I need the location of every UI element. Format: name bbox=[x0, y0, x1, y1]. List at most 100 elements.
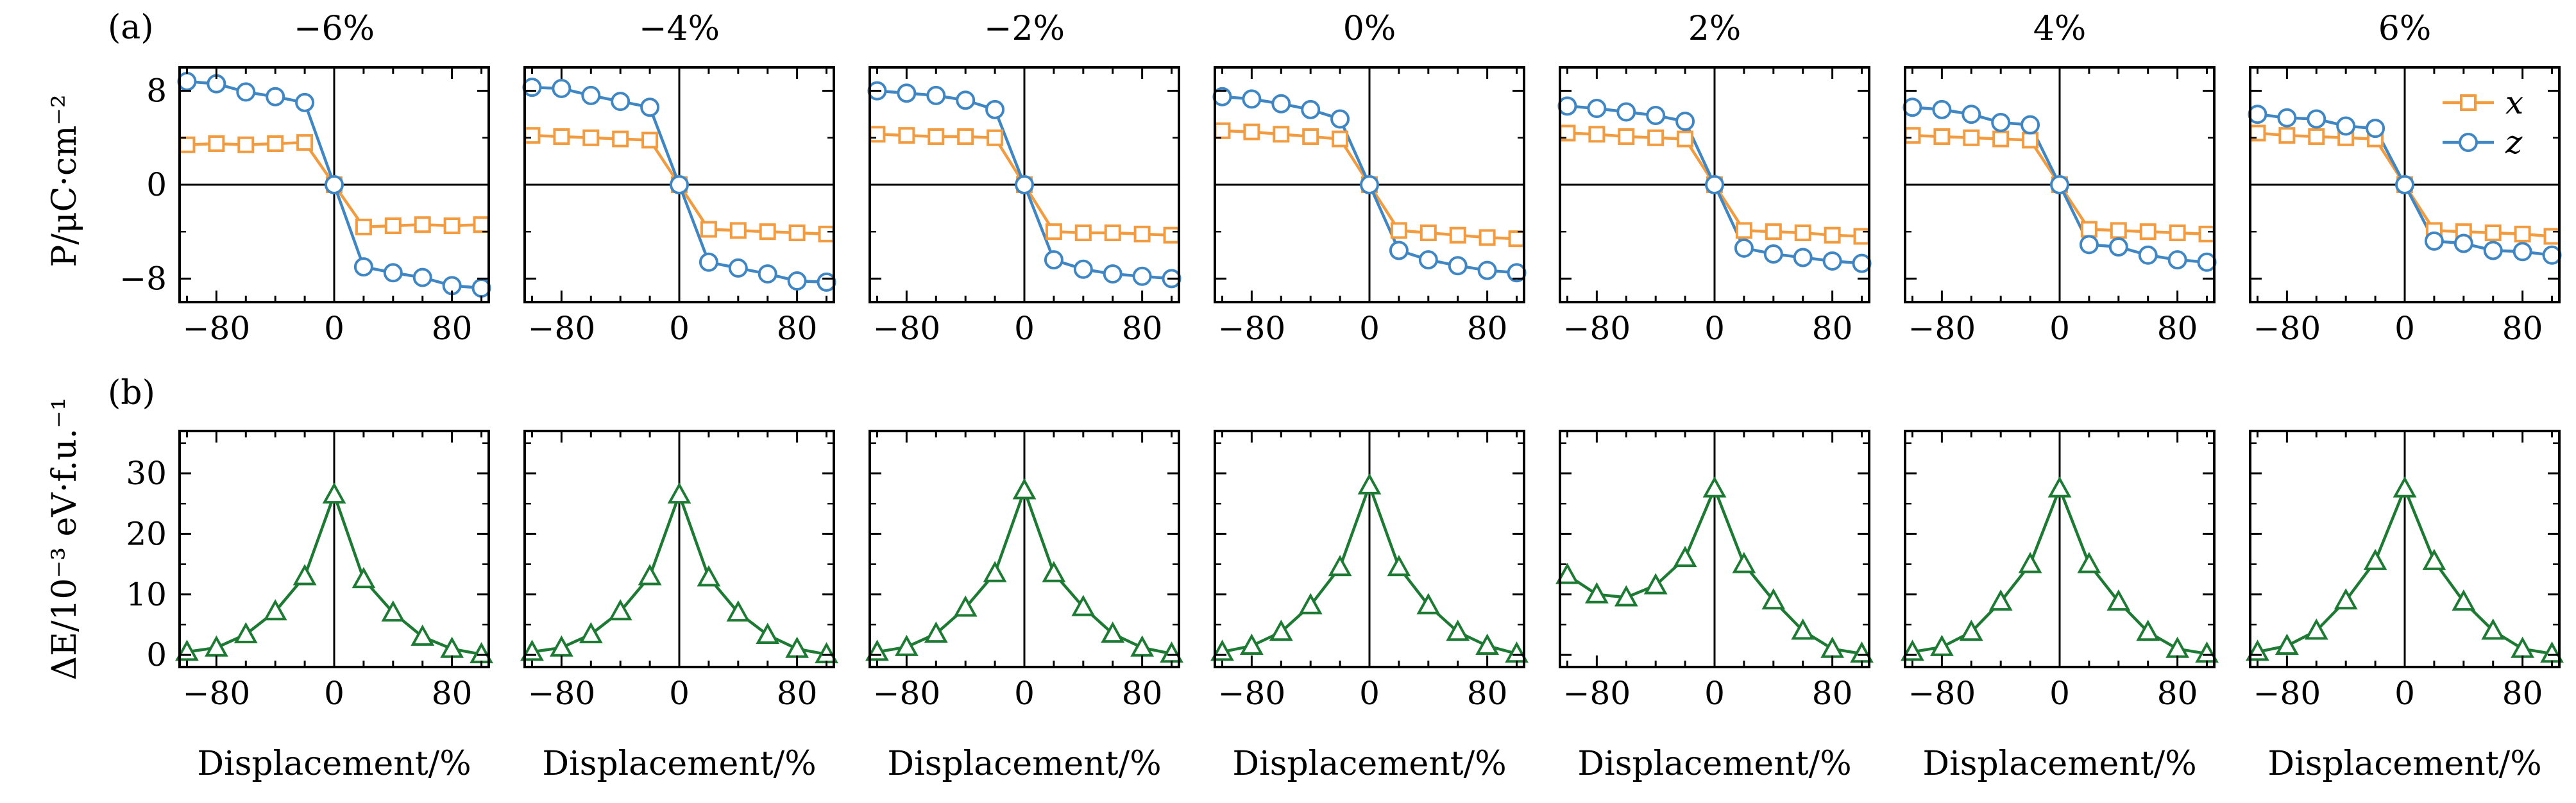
x-marker bbox=[1963, 129, 1980, 146]
energy-marker bbox=[292, 564, 317, 586]
z-marker bbox=[897, 83, 917, 103]
z-marker bbox=[611, 92, 631, 112]
x-marker bbox=[355, 218, 372, 235]
z-marker bbox=[2021, 115, 2040, 135]
x-tick-label: 80 bbox=[777, 675, 818, 712]
z-marker bbox=[1477, 260, 1497, 280]
energy-marker bbox=[1269, 620, 1293, 641]
z-marker bbox=[2138, 245, 2158, 265]
x-marker bbox=[2484, 224, 2502, 242]
x-marker bbox=[443, 217, 461, 235]
z-marker bbox=[2336, 116, 2356, 136]
x-tick-label: 80 bbox=[1122, 310, 1163, 347]
energy-marker bbox=[1555, 562, 1579, 584]
panel-energy-4: −80 0 80 Displacement/% bbox=[1555, 430, 1874, 783]
z-marker bbox=[1103, 264, 1123, 284]
row-b-label: (b) bbox=[108, 374, 155, 412]
energy-marker bbox=[2481, 618, 2505, 640]
x-tick-label: 0 bbox=[669, 310, 690, 347]
x-marker bbox=[1214, 122, 1231, 139]
z-marker bbox=[1793, 248, 1813, 267]
energy-marker bbox=[1820, 636, 1845, 658]
energy-ylabel: ΔE/10⁻³ eV·f.u.⁻¹ bbox=[46, 397, 84, 680]
x-tick-label: −80 bbox=[2253, 310, 2321, 347]
energy-marker bbox=[1328, 555, 1352, 577]
x-tick-label: 80 bbox=[432, 310, 473, 347]
energy-marker bbox=[440, 636, 464, 658]
z-marker bbox=[1360, 175, 1379, 194]
x-tick-label: 0 bbox=[1359, 675, 1380, 712]
energy-marker bbox=[1130, 635, 1155, 657]
energy-marker bbox=[756, 622, 780, 644]
x-tick-label: −80 bbox=[183, 675, 251, 712]
x-marker bbox=[700, 221, 717, 238]
energy-marker bbox=[785, 636, 809, 658]
energy-marker bbox=[1702, 476, 1727, 498]
z-marker bbox=[985, 99, 1005, 119]
energy-marker bbox=[894, 634, 919, 656]
x-marker bbox=[414, 216, 431, 233]
z-marker bbox=[1073, 259, 1093, 279]
x-marker bbox=[928, 128, 945, 145]
x-marker bbox=[237, 136, 255, 153]
energy-marker bbox=[2275, 633, 2299, 655]
x-axis-label: Displacement/% bbox=[542, 745, 816, 783]
x-tick-label: 80 bbox=[1467, 310, 1508, 347]
x-marker bbox=[384, 217, 402, 235]
x-tick-label: −80 bbox=[2253, 675, 2321, 712]
panel-polarization-4: −80 0 80 bbox=[1557, 66, 1872, 347]
x-marker bbox=[1735, 222, 1752, 239]
energy-marker bbox=[1387, 555, 1411, 577]
z-marker bbox=[2512, 242, 2532, 262]
energy-marker bbox=[1584, 582, 1609, 604]
x-marker bbox=[1508, 230, 1525, 248]
x-marker bbox=[2169, 224, 2186, 242]
z-marker bbox=[383, 263, 403, 283]
energy-marker bbox=[1732, 552, 1756, 573]
x-marker bbox=[2514, 225, 2531, 242]
x-marker bbox=[1332, 130, 1349, 148]
x-marker bbox=[2139, 223, 2157, 241]
x-tick-label: −80 bbox=[1908, 310, 1976, 347]
x-marker bbox=[1618, 128, 1635, 145]
legend: xz bbox=[2443, 84, 2523, 161]
energy-marker bbox=[638, 564, 662, 586]
z-marker bbox=[266, 87, 285, 106]
z-marker bbox=[1448, 256, 1468, 276]
z-marker bbox=[2197, 252, 2217, 272]
x-marker bbox=[1045, 223, 1062, 241]
y-tick-label: 0 bbox=[146, 166, 167, 203]
z-marker bbox=[522, 78, 542, 97]
z-marker bbox=[2307, 109, 2326, 129]
x-marker bbox=[1133, 225, 1151, 242]
z-marker bbox=[412, 267, 432, 287]
energy-marker bbox=[1071, 595, 1096, 616]
z-marker bbox=[1646, 106, 1666, 126]
y-tick-label: 30 bbox=[126, 455, 167, 492]
z-marker bbox=[2079, 235, 2099, 255]
x-marker bbox=[869, 126, 886, 143]
energy-marker bbox=[1761, 588, 1786, 610]
panel-energy-0: −80 0 80 0 10 20 30 Displacement/% bbox=[126, 430, 493, 783]
x-tick-label: 80 bbox=[1122, 675, 1163, 712]
z-marker bbox=[1822, 251, 1842, 271]
energy-marker bbox=[953, 595, 978, 617]
z-marker bbox=[1389, 241, 1409, 260]
energy-marker bbox=[1298, 593, 1323, 614]
z-marker bbox=[2366, 119, 2385, 139]
z-marker bbox=[2108, 237, 2128, 257]
energy-marker bbox=[2077, 552, 2101, 573]
z-marker bbox=[1734, 238, 1754, 258]
energy-marker bbox=[1101, 621, 1125, 643]
z-marker bbox=[817, 272, 836, 292]
x-marker bbox=[2198, 225, 2216, 242]
x-marker bbox=[1588, 126, 1606, 143]
x-marker bbox=[2080, 221, 2097, 238]
energy-marker bbox=[983, 561, 1007, 582]
x-marker bbox=[759, 223, 776, 241]
energy-marker bbox=[204, 635, 228, 657]
energy-marker bbox=[579, 621, 603, 644]
x-axis-label: Displacement/% bbox=[1232, 745, 1506, 783]
